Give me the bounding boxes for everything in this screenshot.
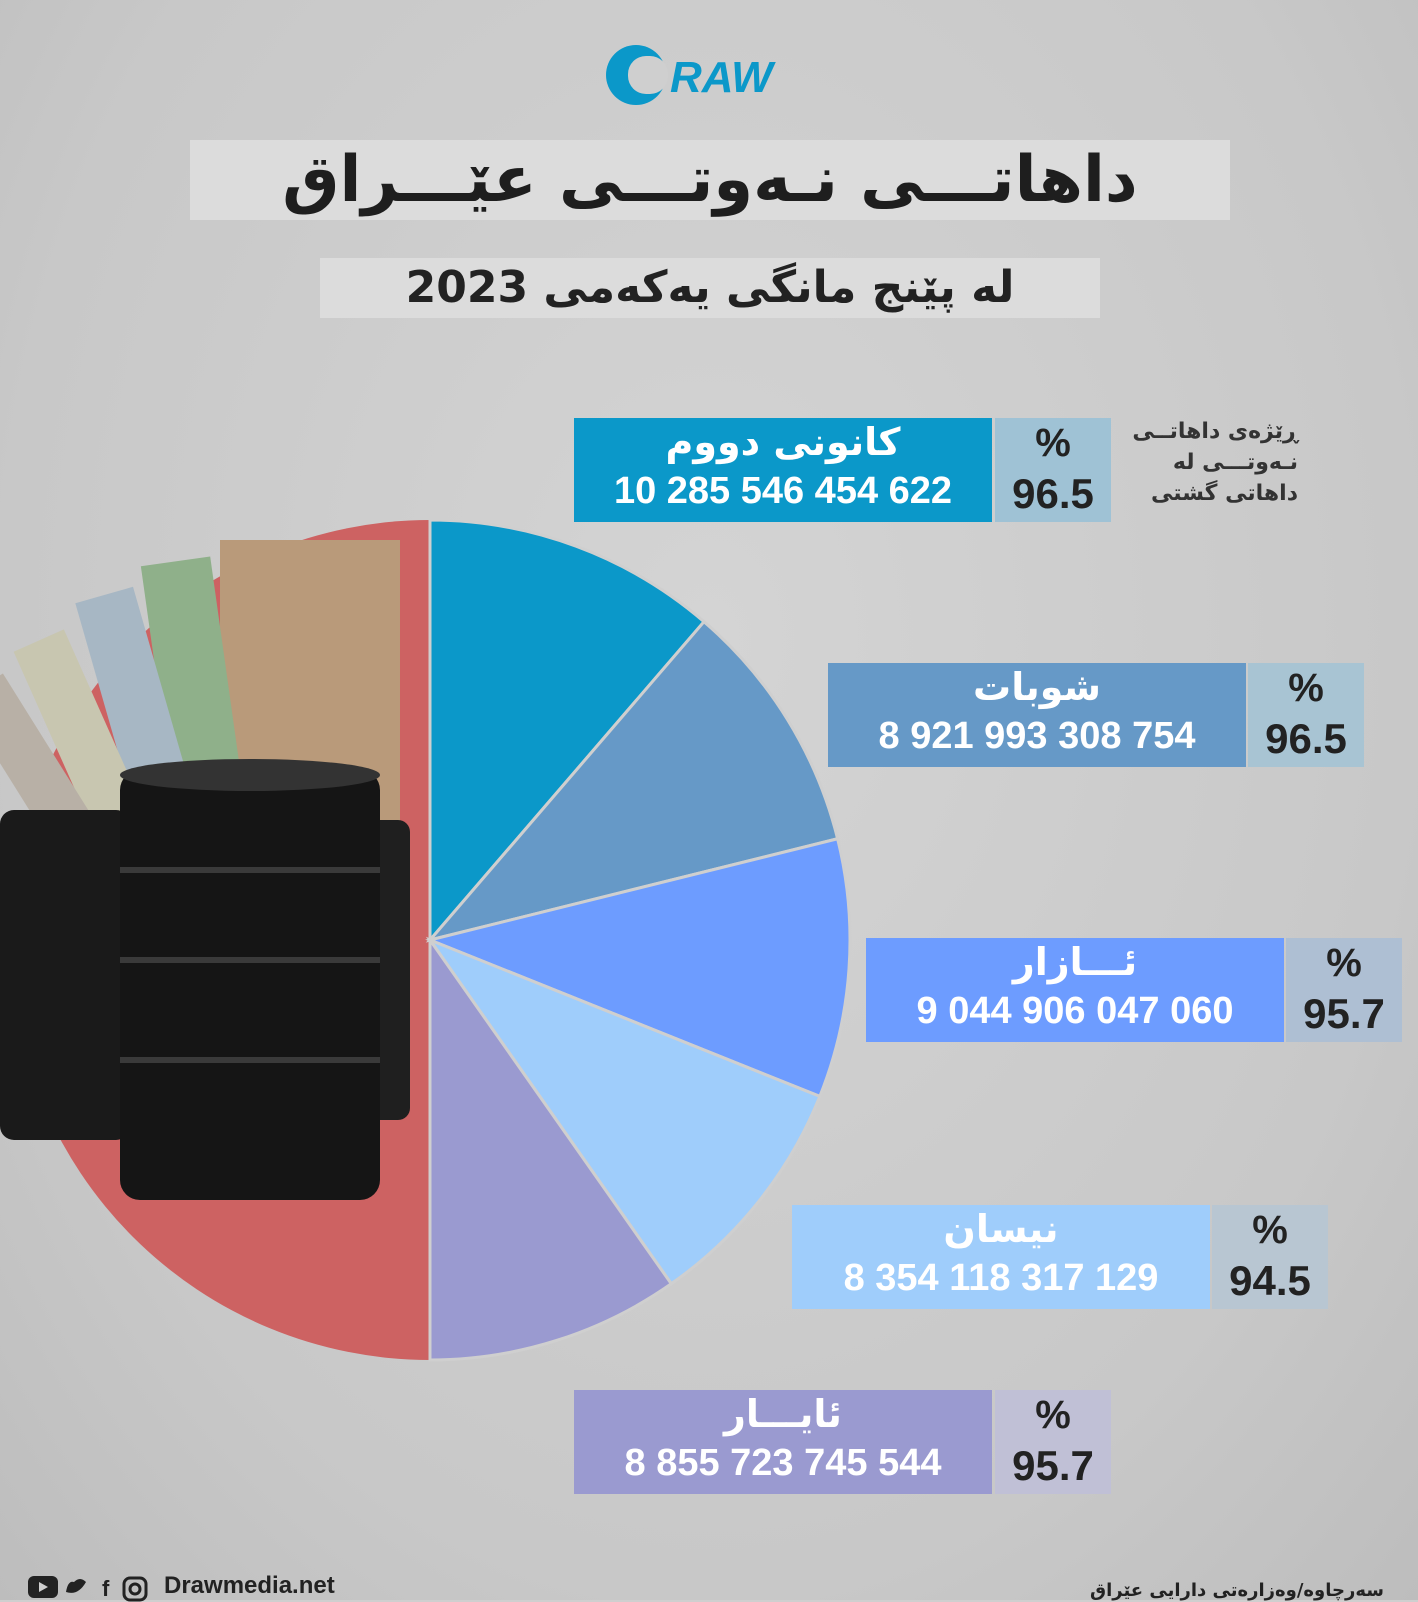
pct-symbol-5: % xyxy=(1035,1393,1071,1437)
pct-box-4: % 94.5 xyxy=(1212,1205,1328,1309)
pct-box-5: % 95.7 xyxy=(995,1390,1111,1494)
label-month-5: ئایـــار 8 855 723 745 544 xyxy=(574,1390,992,1494)
logo-text: RAW xyxy=(670,53,776,102)
pct-box-1: % 96.5 xyxy=(995,418,1111,522)
month-name-5: ئایـــار xyxy=(724,1392,842,1436)
month-value-4: 8 354 118 317 129 xyxy=(843,1257,1159,1299)
pct-symbol-1: % xyxy=(1035,421,1071,465)
pct-symbol-2: % xyxy=(1288,666,1324,710)
pie-chart xyxy=(0,520,852,1362)
pie-slices xyxy=(425,520,852,1362)
page-subtitle: لە پێنج مانگی یەکەمی 2023 xyxy=(320,258,1100,318)
oil-barrels-illustration xyxy=(0,540,410,1200)
pct-value-5: 95.7 xyxy=(1012,1442,1094,1489)
pie-slice-5 xyxy=(428,935,674,1362)
draw-logo: RAW xyxy=(606,45,776,105)
month-value-2: 8 921 993 308 754 xyxy=(878,715,1196,757)
pct-value-3: 95.7 xyxy=(1303,990,1385,1037)
pct-value-2: 96.5 xyxy=(1265,715,1347,762)
facebook-icon: f xyxy=(102,1576,110,1601)
page-title: داهاتـــی نـەوتـــی عێـــراق xyxy=(190,140,1230,220)
label-month-3: ئـــازار 9 044 906 047 060 xyxy=(866,938,1284,1042)
pct-box-3: % 95.7 xyxy=(1286,938,1402,1042)
label-month-2: شوبات 8 921 993 308 754 xyxy=(828,663,1246,767)
legend-line-1: ڕێژەی داهاتــی xyxy=(1132,419,1298,444)
legend-line-2: نـەوتـــی لە xyxy=(1172,450,1298,475)
month-name-1: کانونی دووم xyxy=(665,420,901,464)
month-value-3: 9 044 906 047 060 xyxy=(916,990,1234,1032)
month-value-1: 10 285 546 454 622 xyxy=(613,470,953,512)
pie-slice-3 xyxy=(425,836,852,1099)
label-month-1: کانونی دووم 10 285 546 454 622 xyxy=(574,418,992,522)
website-link[interactable]: Drawmedia.net xyxy=(164,1572,335,1599)
pie-slice-2 xyxy=(425,619,840,943)
percent-legend-note: ڕێژەی داهاتــی نـەوتـــی لە داهاتی گشتی xyxy=(1118,416,1298,509)
twitter-icon xyxy=(66,1579,90,1593)
social-icons: f xyxy=(28,1576,148,1602)
pct-value-4: 94.5 xyxy=(1229,1257,1311,1304)
month-name-2: شوبات xyxy=(973,665,1101,709)
pie-slice-4 xyxy=(425,936,822,1286)
pct-box-2: % 96.5 xyxy=(1248,663,1364,767)
label-month-4: نیسان 8 354 118 317 129 xyxy=(792,1205,1210,1309)
instagram-icon xyxy=(122,1576,148,1602)
legend-line-3: داهاتی گشتی xyxy=(1151,481,1298,506)
pie-slice-1 xyxy=(428,520,707,945)
source-credit: سەرچاوە/وەزارەتی دارایی عێراق xyxy=(1090,1580,1384,1601)
pct-symbol-3: % xyxy=(1326,941,1362,985)
pct-value-1: 96.5 xyxy=(1012,470,1094,517)
month-name-4: نیسان xyxy=(943,1207,1059,1251)
month-value-5: 8 855 723 745 544 xyxy=(624,1442,942,1484)
pct-symbol-4: % xyxy=(1252,1208,1288,1252)
month-name-3: ئـــازار xyxy=(1012,940,1138,984)
